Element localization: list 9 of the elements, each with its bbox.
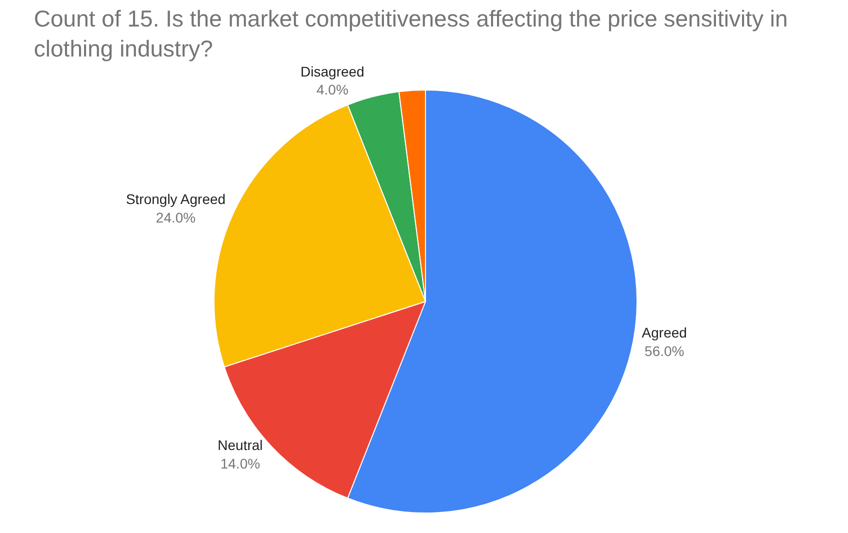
data-label: 24.0% — [156, 209, 196, 226]
slice-label: Agreed — [642, 324, 687, 341]
slice-label: Neutral — [218, 437, 263, 454]
data-label: 4.0% — [316, 82, 348, 98]
chart-title: Count of 15. Is the market competitiveness affecting the price sensitivity in clothing industry? — [34, 6, 788, 62]
slice-label: Disagreed — [300, 64, 364, 80]
slice-label: Strongly Agreed — [126, 191, 226, 208]
data-label: 56.0% — [644, 342, 684, 359]
data-label: 14.0% — [220, 455, 260, 472]
